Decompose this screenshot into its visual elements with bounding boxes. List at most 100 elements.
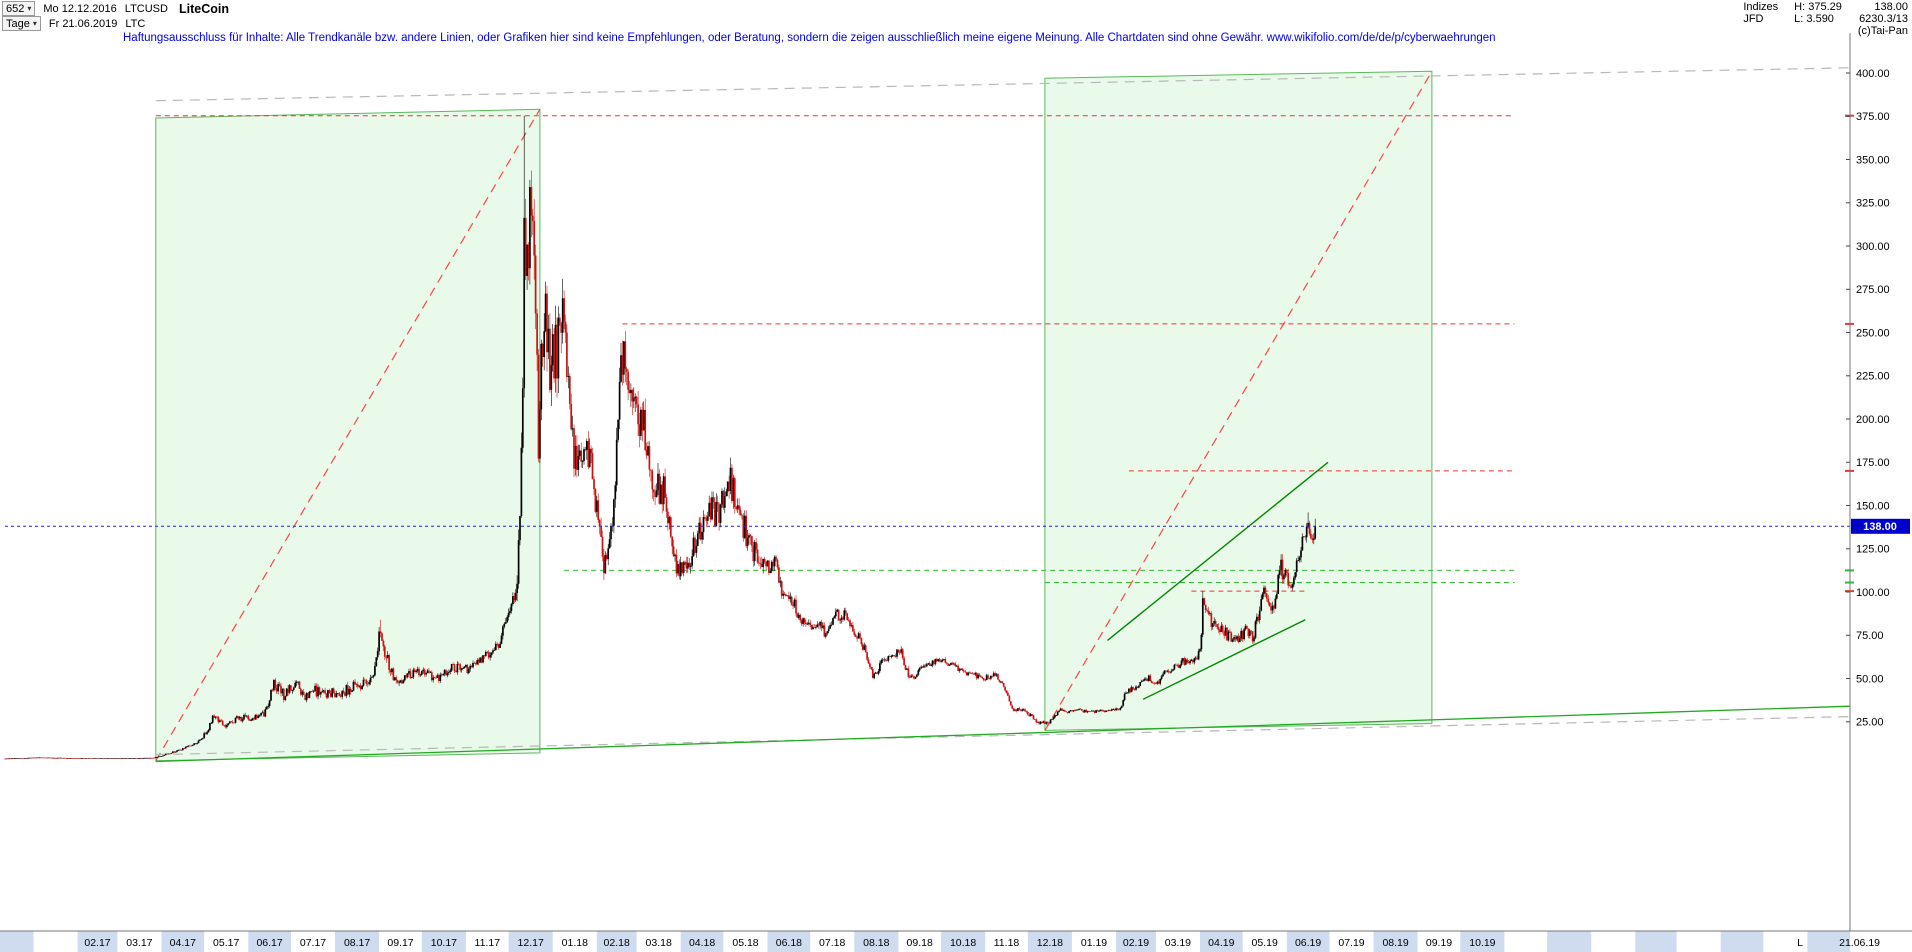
x-axis-label: 06.18 xyxy=(776,937,802,949)
x-axis-label: 08.18 xyxy=(863,937,889,949)
x-axis-label: 01.18 xyxy=(562,937,588,949)
y-axis-label: 400.00 xyxy=(1856,68,1890,80)
disclaimer-text: Haftungsausschluss für Inhalte: Alle Tre… xyxy=(123,32,1496,44)
axes: 25.00 50.00 75.00 100.00 125.00 150.00 175.00 2… xyxy=(0,33,1912,932)
month-band xyxy=(1116,931,1156,952)
candlestick-series xyxy=(4,115,1317,760)
instrument-name: LiteCoin xyxy=(178,1,229,16)
x-axis-label: 07.19 xyxy=(1338,937,1364,949)
month-band xyxy=(1720,931,1764,952)
price-column: 138.00 6230.3/13 (c)Tai-Pan xyxy=(1858,1,1908,37)
x-axis-label: 10.18 xyxy=(950,937,976,949)
long-term-support[interactable] xyxy=(155,705,1851,763)
y-axis-label: 250.00 xyxy=(1856,327,1890,339)
x-axis-label: 02.17 xyxy=(84,937,110,949)
chevron-down-icon: ▾ xyxy=(32,18,37,28)
month-band xyxy=(1460,931,1505,952)
month-band xyxy=(161,931,205,952)
month-band xyxy=(1027,931,1072,952)
y-axis-label: 50.00 xyxy=(1856,673,1884,685)
x-axis-label: 10.19 xyxy=(1469,937,1495,949)
candle-bodies-up xyxy=(5,187,1317,760)
top-overlays: 138.00 xyxy=(5,518,1910,534)
last-bar-date: Fr 21.06.2019 xyxy=(48,17,118,30)
month-band xyxy=(1807,931,1851,952)
x-axis-label: 07.17 xyxy=(300,937,326,949)
month-band xyxy=(248,931,291,952)
month-band xyxy=(1547,931,1592,952)
x-axis-label: 04.18 xyxy=(689,937,715,949)
month-band xyxy=(1373,931,1418,952)
x-axis-label: 03.17 xyxy=(126,937,152,949)
month-band xyxy=(596,931,637,952)
month-band xyxy=(680,931,724,952)
y-axis-label: 75.00 xyxy=(1856,630,1884,642)
instrument-info: 652 ▾ Mo 12.12.2016 LTCUSD LiteCoin Tage… xyxy=(2,1,229,31)
bars-count-dropdown[interactable]: 652 ▾ xyxy=(2,1,36,16)
month-band xyxy=(0,931,34,952)
ticker-code: LTC xyxy=(125,17,146,30)
current-price: 138.00 xyxy=(1874,1,1908,13)
copyright: (c)Tai-Pan xyxy=(1857,25,1908,37)
red-channel-diagonal-2019[interactable] xyxy=(1044,70,1433,731)
x-axis-label: 12.17 xyxy=(518,937,544,949)
month-band xyxy=(1200,931,1243,952)
gray-channel-top[interactable] xyxy=(155,67,1851,102)
month-bands: 02.17 03.17 04.17 05.17 06.17 07.17 08.17 09.17… xyxy=(0,931,1880,952)
y-axis-label: 125.00 xyxy=(1856,544,1890,556)
current-price-tag: 138.00 xyxy=(1851,518,1910,534)
x-axis-label: 12.18 xyxy=(1037,937,1063,949)
month-band xyxy=(1635,931,1677,952)
market-label: Indizes xyxy=(1743,1,1779,13)
price-tag-box xyxy=(1851,518,1910,534)
y-axis-label: 275.00 xyxy=(1856,284,1890,296)
quote-info: Indizes JFD H: 375.29 L: 3.590 138.00 62… xyxy=(1743,1,1908,37)
x-axis-label: 03.18 xyxy=(646,937,672,949)
month-band xyxy=(854,931,899,952)
y-axis-label: 300.00 xyxy=(1856,241,1890,253)
chevron-down-icon: ▾ xyxy=(27,3,32,13)
y-axis-label: 350.00 xyxy=(1856,154,1890,166)
timeframe-value: Tage xyxy=(6,17,30,30)
y-axis-label: 175.00 xyxy=(1856,457,1890,469)
range-high: H: 375.29 xyxy=(1794,1,1842,13)
price-tag-label: 138.00 xyxy=(1863,521,1897,533)
x-axis-label: 02.19 xyxy=(1123,937,1149,949)
trend-channel-upper-2019[interactable] xyxy=(1107,461,1329,641)
timeframe-dropdown[interactable]: Tage ▾ xyxy=(2,16,41,31)
gray-channel-bottom[interactable] xyxy=(155,716,1851,756)
red-channel-diagonal-2017[interactable] xyxy=(155,108,541,762)
overlay-lines[interactable] xyxy=(155,67,1851,763)
x-axis-label: 11.17 xyxy=(475,937,501,949)
y-axis-label: 325.00 xyxy=(1856,198,1890,210)
month-band xyxy=(421,931,466,952)
x-axis-label: 04.19 xyxy=(1208,937,1234,949)
x-axis-label: 07.18 xyxy=(819,937,845,949)
price-chart-canvas[interactable]: 02.17 03.17 04.17 05.17 06.17 07.17 08.17 09.17… xyxy=(0,33,1912,952)
x-axis-label: 11.18 xyxy=(994,937,1020,949)
month-band xyxy=(335,931,380,952)
market-provider-column: Indizes JFD xyxy=(1743,1,1778,37)
x-axis-label: 05.17 xyxy=(213,937,239,949)
range-low: L: 3.590 xyxy=(1794,13,1834,25)
chart-header: 652 ▾ Mo 12.12.2016 LTCUSD LiteCoin Tage… xyxy=(0,0,1912,37)
y-axis-label: 375.00 xyxy=(1856,111,1890,123)
month-band xyxy=(1286,931,1330,952)
x-axis-label: 05.18 xyxy=(732,937,758,949)
trend-channel-boxes[interactable] xyxy=(155,70,1433,762)
x-axis-label: 01.19 xyxy=(1081,937,1107,949)
x-axis-label: 03.19 xyxy=(1165,937,1191,949)
symbol-code: LTCUSD xyxy=(124,2,168,15)
last-bar-marker: L xyxy=(1797,937,1803,949)
x-axis-label: 08.17 xyxy=(344,937,370,949)
y-axis-label: 200.00 xyxy=(1856,414,1890,426)
x-axis-label: 06.19 xyxy=(1295,937,1321,949)
first-bar-date: Mo 12.12.2016 xyxy=(43,2,117,15)
candle-bodies-down xyxy=(4,187,1314,760)
y-axis-label: 25.00 xyxy=(1856,717,1884,729)
month-band xyxy=(767,931,811,952)
x-axis-label: 09.17 xyxy=(387,937,413,949)
x-axis-label: 09.19 xyxy=(1426,937,1452,949)
high-low-column: H: 375.29 L: 3.590 xyxy=(1794,1,1842,37)
trend-channel-lower-2019[interactable] xyxy=(1142,619,1306,700)
